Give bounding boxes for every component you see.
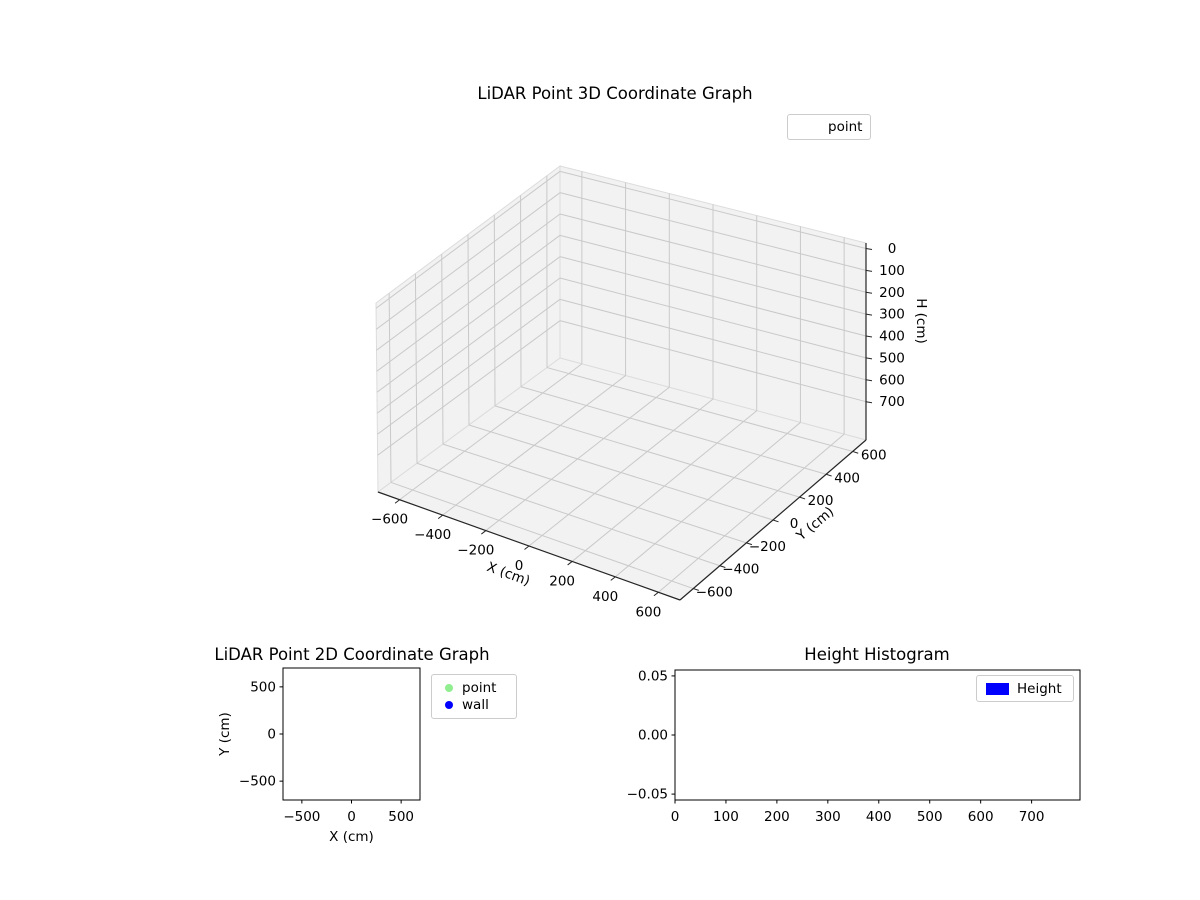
legend-item-label: Height: [1017, 680, 1062, 697]
z-tick-mark: [865, 291, 873, 294]
y-tick-mark: [825, 473, 832, 477]
x-tick-label: 100: [713, 809, 739, 825]
grid-line-x: [614, 422, 801, 578]
x-tick-mark: [653, 591, 659, 597]
z-tick-mark: [865, 357, 873, 360]
chart3d-title: LiDAR Point 3D Coordinate Graph: [477, 84, 753, 103]
y-tick-mark: [772, 519, 779, 523]
y-axis-label-3d: Y (cm): [793, 504, 837, 545]
x-tick-label: 700: [1019, 809, 1045, 825]
grid-line-y: [493, 214, 496, 406]
x-tick-mark: [394, 499, 400, 504]
y-tick-mark: [852, 450, 859, 454]
z-tick-label: 400: [879, 329, 905, 345]
legend-item-wall: wall: [445, 697, 508, 713]
z-tick-mark: [865, 313, 873, 316]
x-tick-label: 600: [636, 604, 662, 620]
y-tick-label: 600: [861, 447, 887, 463]
grid-line-x: [442, 375, 626, 516]
grid-line-y: [414, 273, 418, 464]
chart3d-legend: point: [787, 114, 871, 140]
y-tick-mark: [693, 588, 699, 591]
x-tick-label: 0: [515, 558, 524, 574]
grid-line-y: [388, 293, 392, 483]
x-tick-mark: [481, 530, 487, 535]
y-tick-mark: [746, 542, 753, 546]
x-axis-label-3d: X (cm): [485, 559, 532, 589]
x-tick-label: 600: [968, 809, 994, 825]
y-tick-label: 200: [808, 493, 834, 509]
y-tick-label: −500: [239, 774, 276, 790]
y-tick-label: −600: [696, 585, 733, 601]
y-tick-label: −400: [722, 562, 759, 578]
legend-item-label: wall: [462, 697, 489, 714]
x-tick-label: 0: [347, 809, 356, 825]
z-tick-mark: [865, 269, 873, 272]
x-tick-mark: [610, 576, 616, 581]
z-tick-label: 100: [879, 263, 905, 279]
x-tick-label: 400: [866, 809, 892, 825]
z-tick-mark: [865, 379, 873, 382]
z-tick-label: 200: [879, 285, 905, 301]
legend-item-label: point: [462, 679, 497, 696]
legend-item-point: point: [788, 115, 870, 139]
grid-line-x: [399, 363, 583, 501]
x-tick-mark: [524, 545, 530, 550]
y-tick-mark: [719, 565, 726, 568]
y-tick-label: 0: [267, 727, 276, 743]
grid-line-x: [658, 433, 845, 593]
z-tick-mark: [865, 335, 873, 338]
x-tick-label: −400: [414, 527, 451, 543]
x-tick-label: −600: [371, 512, 408, 528]
y-tick-label: −0.05: [627, 787, 668, 803]
y-tick-label: 0: [790, 516, 799, 532]
y-tick-label: 0.05: [638, 668, 668, 684]
y-tick-label: 0.00: [638, 728, 668, 744]
chart2d-title: LiDAR Point 2D Coordinate Graph: [214, 645, 490, 664]
hist-title: Height Histogram: [804, 645, 950, 664]
z-tick-label: 700: [879, 394, 905, 410]
x-tick-mark: [567, 561, 573, 566]
legend-item-label: point: [828, 119, 863, 135]
wall-marker-icon: [445, 701, 453, 710]
x-tick-mark: [437, 514, 444, 520]
y-tick-label: 400: [834, 470, 860, 486]
x-tick-label: 300: [815, 809, 841, 825]
hist-legend: Height: [976, 675, 1074, 702]
x-tick-label: 500: [388, 809, 414, 825]
y-tick-label: −200: [749, 539, 786, 555]
x-tick-label: 0: [671, 809, 680, 825]
x-axis-label-2d: X (cm): [329, 829, 374, 845]
x-tick-label: 500: [917, 809, 943, 825]
x-tick-label: 400: [592, 589, 618, 605]
z-tick-mark: [865, 401, 873, 404]
x-tick-label: 200: [549, 573, 575, 589]
z-axis-label-3d: H (cm): [913, 298, 929, 344]
grid-line-x: [528, 398, 714, 547]
y-axis-label-2d: Y (cm): [217, 712, 233, 757]
z-tick-mark: [865, 247, 873, 250]
z-tick-label: 0: [888, 241, 897, 257]
x-tick-label: −500: [283, 809, 320, 825]
point-marker-icon: [445, 683, 453, 692]
grid-line-y: [441, 254, 444, 445]
y-tick-label: 500: [250, 679, 276, 695]
grid-line-x: [571, 410, 758, 562]
height-bar-marker-icon: [986, 682, 1009, 695]
legend-item-height: Height: [977, 676, 1073, 701]
chart2d-legend: point wall: [431, 674, 517, 719]
z-tick-label: 300: [879, 307, 905, 323]
grid-line-x: [485, 386, 670, 531]
z-tick-label: 600: [879, 372, 905, 388]
y-tick-mark: [799, 496, 806, 500]
z-tick-label: 500: [879, 350, 905, 366]
x-tick-label: 200: [764, 809, 790, 825]
x-tick-label: −200: [457, 543, 494, 559]
chart2d-axes-box: [282, 667, 421, 801]
grid-line-y: [467, 234, 470, 426]
legend-item-point: point: [445, 680, 508, 696]
